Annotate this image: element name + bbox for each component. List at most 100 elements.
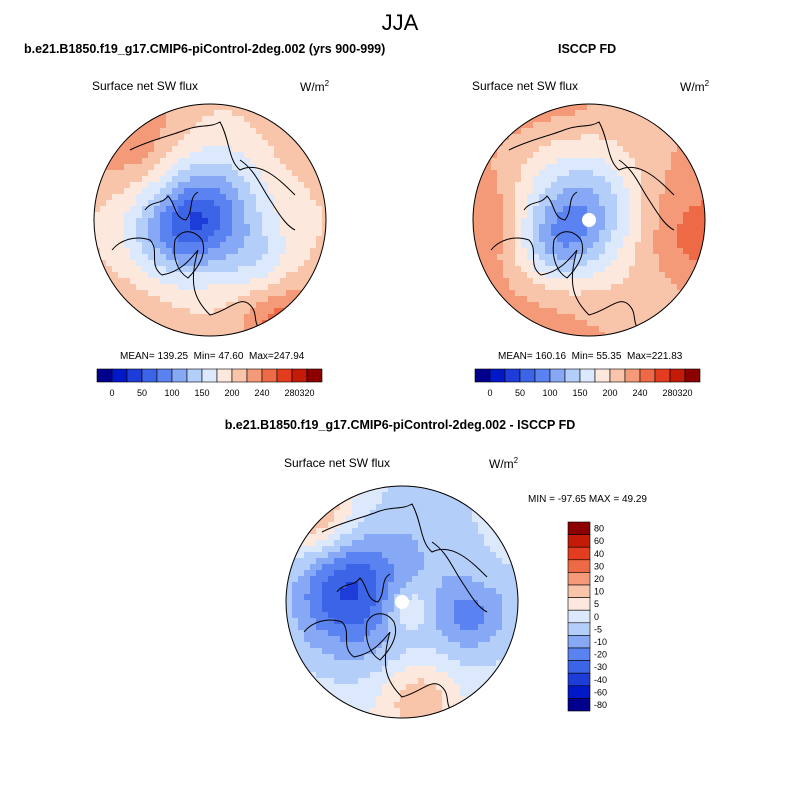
panel3-colorbar-swatch <box>567 597 591 611</box>
panel3-colorbar-tick-label: 20 <box>594 574 604 584</box>
panel3-colorbar: 80 60 40 30 20 10 5 0 -5 -10 -20 -30 -40 -60 -80 <box>567 521 607 712</box>
panel3-coastlines <box>303 503 488 715</box>
panel3-colorbar-tick-label: -20 <box>594 650 607 660</box>
panel2-min-value: 55.35 <box>596 351 622 362</box>
panel3-title: b.e21.B1850.f19_g17.CMIP6-piControl-2deg… <box>224 418 576 432</box>
panel2-colorbar-tick-label: 280 <box>662 388 677 398</box>
panel1-colorbar-swatch <box>186 368 203 383</box>
panel3-colorbar-tick-label: 5 <box>594 599 599 609</box>
panel2-pole-gap <box>582 213 596 227</box>
panel3-colorbar-swatch <box>567 685 591 699</box>
panel2-coastlines <box>490 121 675 333</box>
panel1-colorbar-swatch <box>231 368 248 383</box>
panel1-field <box>94 104 326 336</box>
panel1-units: W/m2 <box>300 79 330 94</box>
panel3-colorbar-swatch <box>567 635 591 649</box>
panel1-variable-label: Surface net SW flux <box>92 79 199 93</box>
panel3-colorbar-swatch <box>567 609 591 624</box>
panel2-colorbar-swatch <box>534 368 551 383</box>
panel1-colorbar-swatch <box>141 368 158 383</box>
panel1-colorbar-swatch <box>96 368 113 383</box>
panel2-colorbar-swatch <box>609 368 626 383</box>
panel2-colorbar-swatch <box>684 368 701 383</box>
panel1-colorbar-tick-label: 320 <box>299 388 314 398</box>
panel2-mean-value: 160.16 <box>535 351 567 362</box>
panel2-max-value: 221.83 <box>651 351 683 362</box>
panel3-colorbar-swatch <box>567 584 591 598</box>
season-title: JJA <box>381 10 419 35</box>
panel2-stats: MEAN= 160.16 Min= 55.35 Max=221.83 <box>498 351 683 362</box>
panel2-field <box>473 104 705 336</box>
panel3-colorbar-tick-label: 0 <box>594 612 599 622</box>
panel2-colorbar-swatch <box>624 368 641 383</box>
panel1-colorbar-swatch <box>276 368 293 383</box>
panel2-colorbar-tick-label: 150 <box>572 388 587 398</box>
panel2-colorbar-swatch <box>594 368 611 383</box>
panel2-colorbar-swatch <box>579 368 596 383</box>
panel2-colorbar-swatch <box>669 368 686 383</box>
panel3-colorbar-tick-label: -40 <box>594 675 607 685</box>
panel1-colorbar-tick-label: 100 <box>164 388 179 398</box>
panel2-colorbar-tick-label: 50 <box>515 388 525 398</box>
panel1-colorbar-tick-label: 0 <box>109 388 114 398</box>
panel3-max-value: 49.29 <box>621 494 647 505</box>
panel1-stats: MEAN= 139.25 Min= 47.60 Max=247.94 <box>120 351 305 362</box>
panel3-colorbar-tick-label: 60 <box>594 536 604 546</box>
panel1-colorbar-tick-label: 240 <box>254 388 269 398</box>
panel1-colorbar-swatch <box>111 368 128 383</box>
panel2-units: W/m2 <box>680 79 710 94</box>
panel3-colorbar-swatch <box>567 698 591 712</box>
panel1-polar-map <box>93 103 327 337</box>
panel1-max-value: 247.94 <box>273 351 305 362</box>
panel1-map-boundary <box>93 103 327 337</box>
panel1-colorbar-tick-label: 150 <box>194 388 209 398</box>
panel2-title: ISCCP FD <box>558 42 617 56</box>
panel1-colorbar-swatch <box>306 368 323 383</box>
panel3-colorbar-swatch <box>567 521 591 535</box>
panel2-colorbar-tick-label: 200 <box>602 388 617 398</box>
panel3-colorbar-swatch <box>567 647 591 661</box>
panel3-colorbar-swatch <box>567 546 591 561</box>
panel2-colorbar-tick-label: 320 <box>677 388 692 398</box>
panel3-colorbar-swatch <box>567 672 591 687</box>
panel2-colorbar-swatch <box>564 368 581 383</box>
panel3-map-boundary <box>285 485 519 719</box>
panel1-colorbar-swatch <box>261 368 278 383</box>
panel3-colorbar-tick-label: 10 <box>594 587 604 597</box>
panel3-polar-map <box>285 485 519 719</box>
panel3-variable-label: Surface net SW flux <box>284 456 391 470</box>
panel3-pole-gap <box>395 595 409 609</box>
panel2-colorbar-swatch <box>519 368 536 383</box>
panel3-colorbar-tick-label: -80 <box>594 700 607 710</box>
panel3-colorbar-tick-label: 40 <box>594 549 604 559</box>
panel2-colorbar-swatch <box>639 368 656 383</box>
panel2-colorbar-swatch <box>504 368 521 383</box>
panel1-colorbar-swatch <box>171 368 188 383</box>
panel3-colorbar-tick-label: 80 <box>594 524 604 534</box>
panel1-colorbar-tick-label: 280 <box>284 388 299 398</box>
panel2-map-boundary <box>472 103 706 337</box>
panel2-polar-map <box>472 103 706 337</box>
panel1-coastlines <box>111 121 296 333</box>
panel2-colorbar-tick-label: 100 <box>542 388 557 398</box>
panel1-min-value: 47.60 <box>218 351 244 362</box>
panel3-colorbar-tick-label: -60 <box>594 687 607 697</box>
panel3-colorbar-swatch <box>567 534 591 548</box>
panel3-colorbar-tick-label: -30 <box>594 662 607 672</box>
panel3-units: W/m2 <box>489 456 519 471</box>
panel1-colorbar-swatch <box>156 368 173 383</box>
panel2-colorbar-tick-label: 240 <box>632 388 647 398</box>
panel2-colorbar-swatch <box>654 368 671 383</box>
panel3-colorbar-swatch <box>567 622 591 636</box>
panel2-variable-label: Surface net SW flux <box>472 79 579 93</box>
panel1-colorbar-tick-label: 50 <box>137 388 147 398</box>
panel2-colorbar-tick-label: 0 <box>487 388 492 398</box>
panel3-min-value: -97.65 <box>557 494 587 505</box>
panel2-colorbar: 0 50 100 150 200 240 280 320 <box>474 368 701 398</box>
panel3-colorbar-swatch <box>567 572 591 586</box>
panel1-mean-value: 139.25 <box>157 351 189 362</box>
panel3-colorbar-tick-label: 30 <box>594 561 604 571</box>
panel3-colorbar-swatch <box>567 660 591 674</box>
panel3-colorbar-swatch <box>567 559 591 573</box>
panel3-colorbar-tick-label: -10 <box>594 637 607 647</box>
